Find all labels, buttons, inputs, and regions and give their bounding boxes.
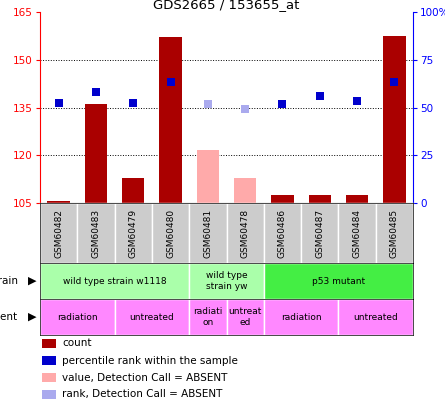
Bar <box>264 203 301 263</box>
Bar <box>189 203 227 263</box>
Text: GSM60482: GSM60482 <box>54 209 63 258</box>
Bar <box>40 263 189 299</box>
Bar <box>42 356 56 365</box>
Bar <box>308 195 331 203</box>
Text: untreated: untreated <box>353 313 398 322</box>
Text: GSM60479: GSM60479 <box>129 209 138 258</box>
Bar <box>271 195 294 203</box>
Bar <box>338 299 413 335</box>
Bar <box>77 203 115 263</box>
Bar <box>152 203 189 263</box>
Text: GSM60478: GSM60478 <box>241 209 250 258</box>
Bar <box>346 195 368 203</box>
Bar <box>227 203 264 263</box>
Bar <box>227 299 264 335</box>
Text: GSM60487: GSM60487 <box>315 209 324 258</box>
Bar <box>40 299 115 335</box>
Bar <box>234 177 256 203</box>
Bar <box>383 36 405 203</box>
Text: GSM60481: GSM60481 <box>203 209 212 258</box>
Bar <box>42 390 56 399</box>
Text: GSM60486: GSM60486 <box>278 209 287 258</box>
Text: percentile rank within the sample: percentile rank within the sample <box>62 356 238 365</box>
Text: wild type strain w1118: wild type strain w1118 <box>63 277 166 286</box>
Text: ▶: ▶ <box>28 276 36 286</box>
Text: wild type
strain yw: wild type strain yw <box>206 271 247 291</box>
Bar <box>122 177 145 203</box>
Title: GDS2665 / 153655_at: GDS2665 / 153655_at <box>154 0 299 11</box>
Text: radiati
on: radiati on <box>193 307 222 327</box>
Bar <box>115 299 189 335</box>
Bar <box>189 263 264 299</box>
Text: untreated: untreated <box>129 313 174 322</box>
Text: radiation: radiation <box>281 313 321 322</box>
Text: ▶: ▶ <box>28 312 36 322</box>
Text: rank, Detection Call = ABSENT: rank, Detection Call = ABSENT <box>62 390 222 399</box>
Text: radiation: radiation <box>57 313 97 322</box>
Text: strain: strain <box>0 276 18 286</box>
Bar <box>338 203 376 263</box>
Text: value, Detection Call = ABSENT: value, Detection Call = ABSENT <box>62 373 227 382</box>
Text: untreat
ed: untreat ed <box>228 307 262 327</box>
Text: GSM60484: GSM60484 <box>352 209 361 258</box>
Text: GSM60483: GSM60483 <box>92 209 101 258</box>
Bar <box>42 373 56 382</box>
Bar <box>115 203 152 263</box>
Text: GSM60485: GSM60485 <box>390 209 399 258</box>
Bar <box>376 203 413 263</box>
Bar <box>197 151 219 203</box>
Bar <box>301 203 338 263</box>
Bar <box>42 339 56 348</box>
Bar <box>189 299 227 335</box>
Bar <box>85 104 107 203</box>
Text: agent: agent <box>0 312 18 322</box>
Text: p53 mutant: p53 mutant <box>312 277 365 286</box>
Bar <box>48 201 70 203</box>
Text: GSM60480: GSM60480 <box>166 209 175 258</box>
Bar <box>159 38 182 203</box>
Bar <box>264 299 338 335</box>
Text: count: count <box>62 339 91 348</box>
Bar <box>40 203 77 263</box>
Bar <box>264 263 413 299</box>
